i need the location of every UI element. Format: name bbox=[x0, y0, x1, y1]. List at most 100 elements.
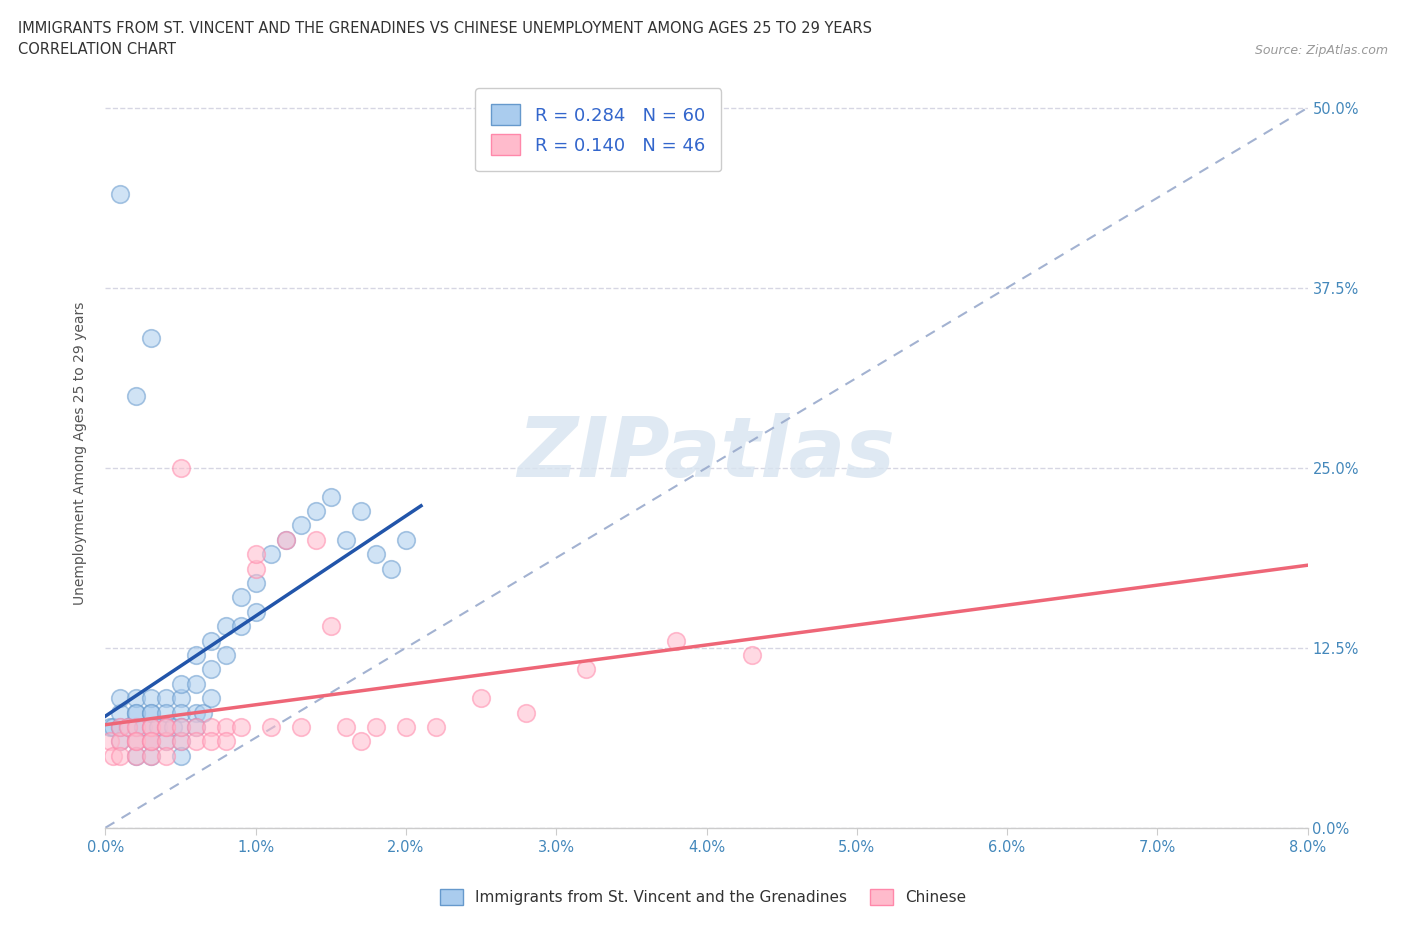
Point bbox=[139, 720, 162, 735]
Point bbox=[191, 705, 214, 720]
Point bbox=[245, 547, 267, 562]
Point bbox=[305, 503, 328, 518]
Point bbox=[665, 633, 688, 648]
Point bbox=[124, 691, 146, 706]
Point bbox=[200, 691, 222, 706]
Point bbox=[214, 720, 236, 735]
Point bbox=[350, 503, 373, 518]
Point bbox=[139, 705, 162, 720]
Point bbox=[155, 720, 177, 735]
Point bbox=[319, 489, 342, 504]
Y-axis label: Unemployment Among Ages 25 to 29 years: Unemployment Among Ages 25 to 29 years bbox=[73, 301, 87, 605]
Point bbox=[364, 547, 387, 562]
Legend: R = 0.284   N = 60, R = 0.140   N = 46: R = 0.284 N = 60, R = 0.140 N = 46 bbox=[475, 88, 721, 171]
Point bbox=[200, 720, 222, 735]
Point bbox=[274, 532, 297, 547]
Point bbox=[245, 561, 267, 576]
Point bbox=[470, 691, 492, 706]
Point bbox=[146, 720, 169, 735]
Point bbox=[350, 734, 373, 749]
Point bbox=[155, 691, 177, 706]
Point bbox=[169, 720, 191, 735]
Point bbox=[364, 720, 387, 735]
Point bbox=[98, 720, 121, 735]
Point bbox=[98, 734, 121, 749]
Point bbox=[155, 705, 177, 720]
Point bbox=[169, 676, 191, 691]
Point bbox=[290, 518, 312, 533]
Text: ZIPatlas: ZIPatlas bbox=[517, 413, 896, 494]
Point bbox=[214, 647, 236, 662]
Point bbox=[117, 720, 139, 735]
Point bbox=[139, 331, 162, 346]
Point bbox=[229, 618, 252, 633]
Point bbox=[184, 647, 207, 662]
Point bbox=[245, 576, 267, 591]
Point bbox=[425, 720, 447, 735]
Point bbox=[155, 720, 177, 735]
Point bbox=[274, 532, 297, 547]
Point bbox=[184, 720, 207, 735]
Legend: Immigrants from St. Vincent and the Grenadines, Chinese: Immigrants from St. Vincent and the Gren… bbox=[433, 883, 973, 911]
Point bbox=[335, 532, 357, 547]
Point bbox=[124, 734, 146, 749]
Point bbox=[200, 734, 222, 749]
Point bbox=[124, 734, 146, 749]
Point bbox=[139, 705, 162, 720]
Point bbox=[169, 734, 191, 749]
Point bbox=[101, 749, 124, 764]
Point bbox=[245, 604, 267, 619]
Point bbox=[117, 720, 139, 735]
Point bbox=[214, 618, 236, 633]
Point bbox=[575, 662, 598, 677]
Point bbox=[184, 676, 207, 691]
Point bbox=[184, 734, 207, 749]
Point bbox=[110, 720, 132, 735]
Point bbox=[110, 749, 132, 764]
Point bbox=[260, 720, 283, 735]
Point bbox=[139, 734, 162, 749]
Point bbox=[124, 389, 146, 404]
Point bbox=[395, 720, 418, 735]
Point bbox=[290, 720, 312, 735]
Point bbox=[184, 720, 207, 735]
Point bbox=[139, 749, 162, 764]
Point bbox=[214, 734, 236, 749]
Point bbox=[124, 749, 146, 764]
Point bbox=[515, 705, 537, 720]
Point bbox=[139, 691, 162, 706]
Text: CORRELATION CHART: CORRELATION CHART bbox=[18, 42, 176, 57]
Point bbox=[200, 633, 222, 648]
Point bbox=[169, 691, 191, 706]
Point bbox=[139, 749, 162, 764]
Point bbox=[229, 590, 252, 604]
Point bbox=[162, 720, 184, 735]
Point bbox=[184, 705, 207, 720]
Point bbox=[395, 532, 418, 547]
Point bbox=[169, 705, 191, 720]
Point bbox=[139, 734, 162, 749]
Point bbox=[305, 532, 328, 547]
Point bbox=[124, 720, 146, 735]
Point bbox=[101, 720, 124, 735]
Text: Source: ZipAtlas.com: Source: ZipAtlas.com bbox=[1254, 44, 1388, 57]
Point bbox=[124, 734, 146, 749]
Point bbox=[155, 734, 177, 749]
Point bbox=[335, 720, 357, 735]
Point bbox=[741, 647, 763, 662]
Point bbox=[139, 720, 162, 735]
Point bbox=[139, 734, 162, 749]
Point bbox=[110, 691, 132, 706]
Point bbox=[155, 749, 177, 764]
Point bbox=[380, 561, 402, 576]
Point bbox=[124, 749, 146, 764]
Point bbox=[124, 705, 146, 720]
Point bbox=[110, 705, 132, 720]
Point bbox=[169, 749, 191, 764]
Point bbox=[169, 720, 191, 735]
Point bbox=[139, 734, 162, 749]
Point bbox=[169, 460, 191, 475]
Point bbox=[124, 705, 146, 720]
Point bbox=[124, 720, 146, 735]
Point bbox=[260, 547, 283, 562]
